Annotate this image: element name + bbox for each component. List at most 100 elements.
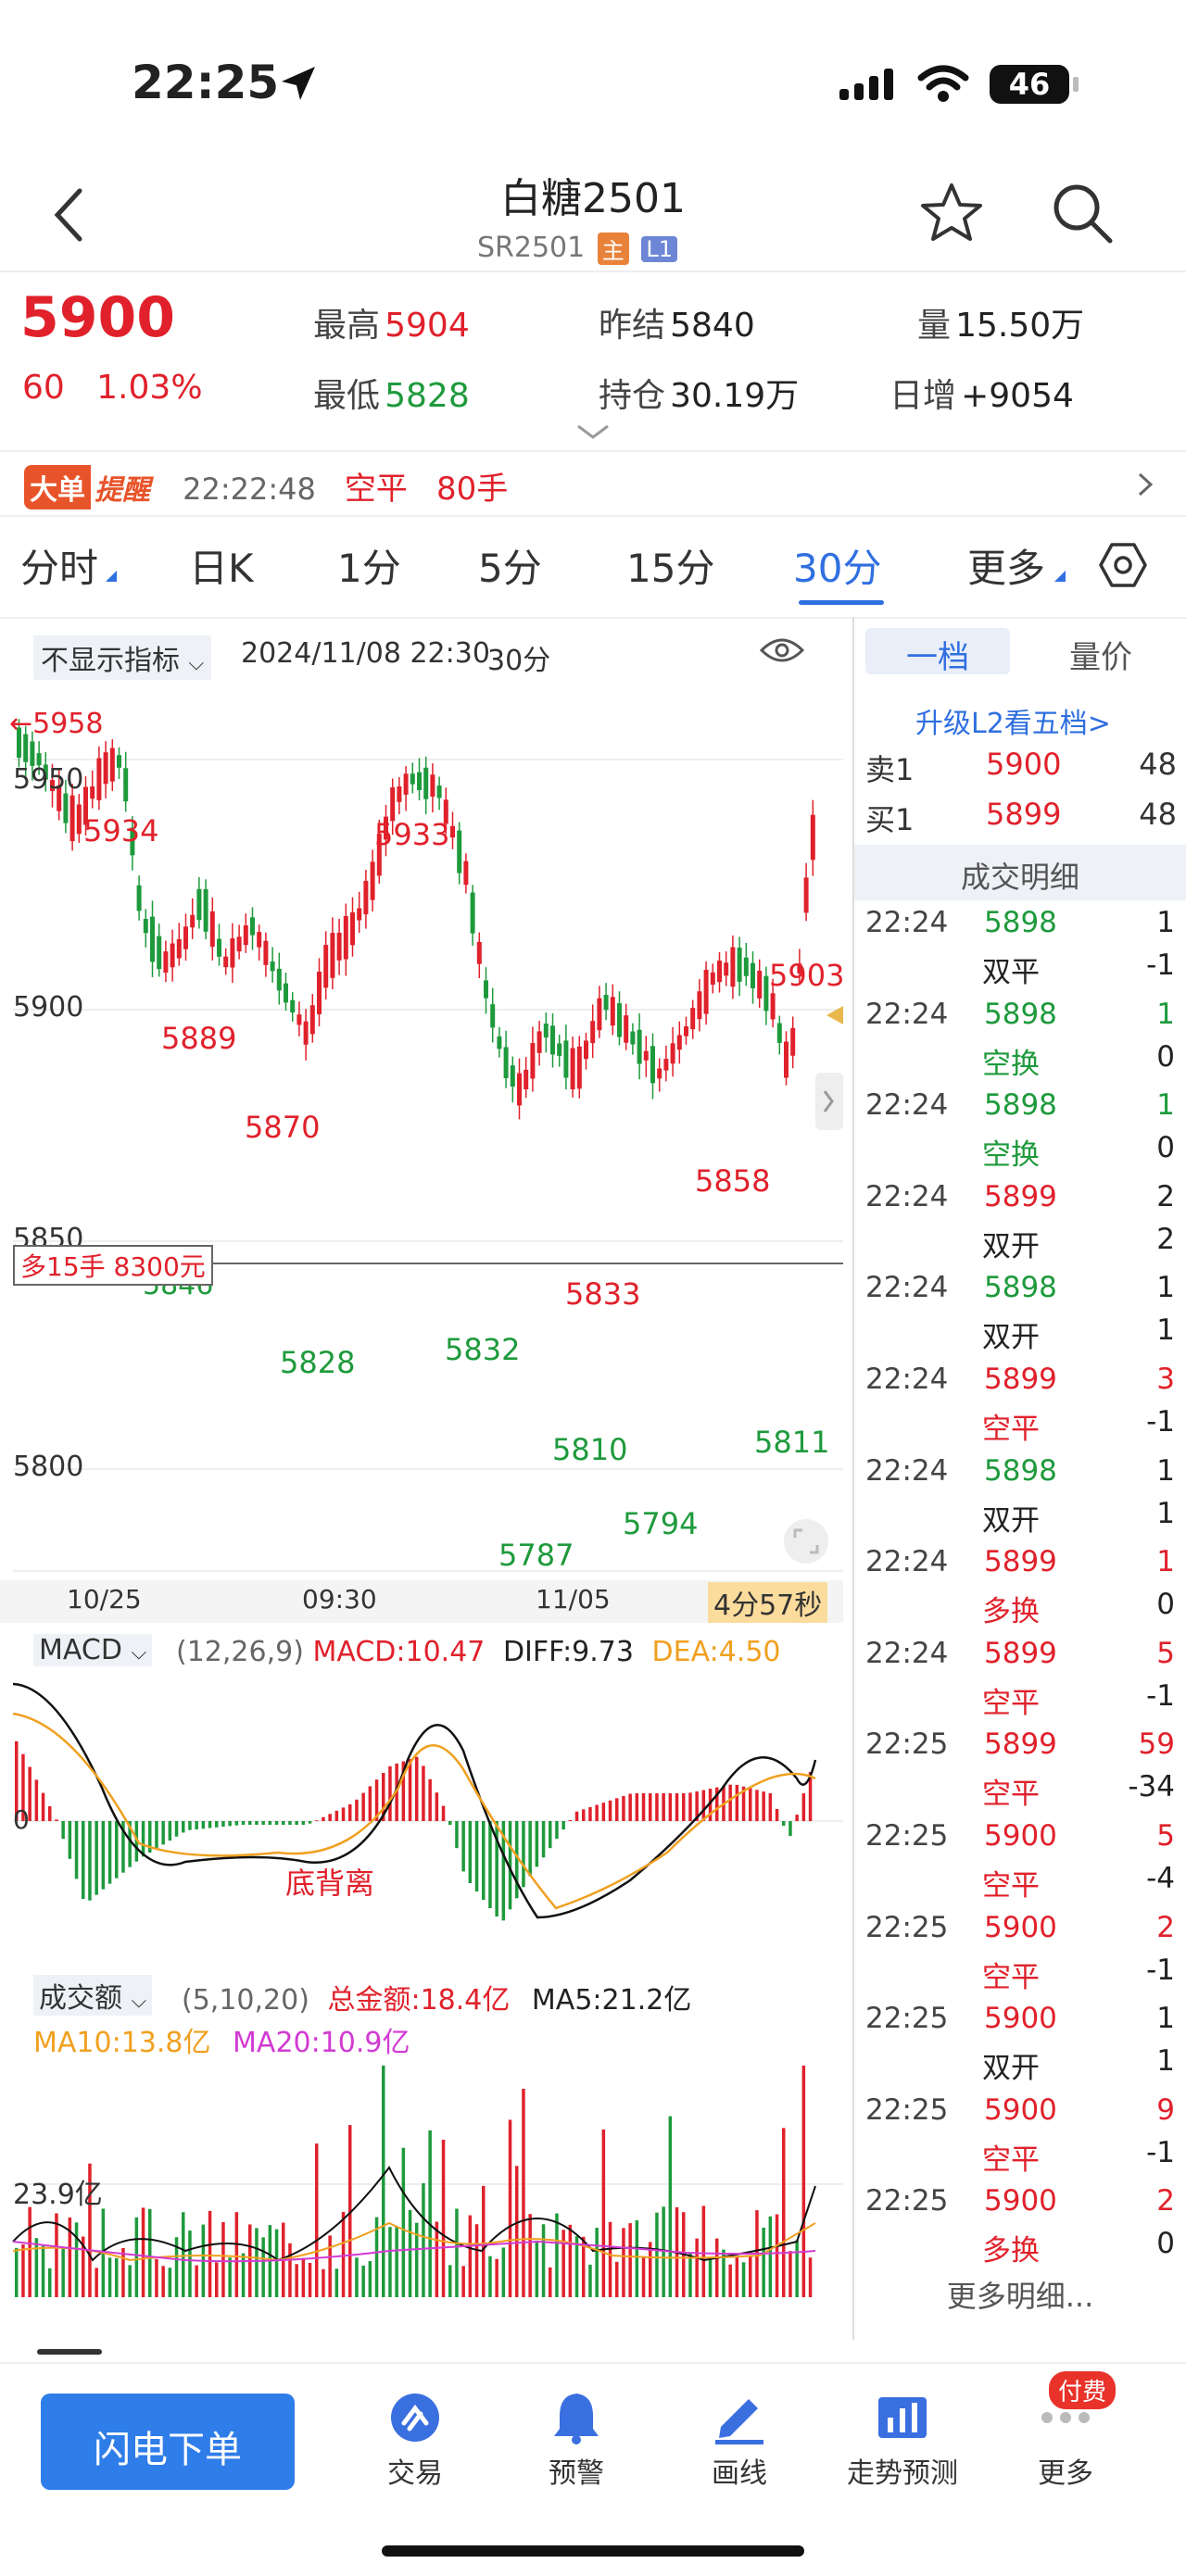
turnover-values: (5,10,20) 总金额:18.4亿 MA5:21.2亿 [182, 1977, 691, 2017]
macd-chart[interactable] [0, 1677, 852, 1954]
big-order-alert[interactable]: 大单 提醒 22:22:48 空平 80手 [24, 463, 508, 509]
trade-price: 5898 [984, 906, 1057, 939]
trade-row: 22:24 5899 2 双开 2 [854, 1178, 1186, 1269]
ask-qty: 48 [1139, 747, 1177, 782]
draw-line-icon[interactable] [712, 2390, 767, 2445]
panel-toggle-tab[interactable] [815, 1073, 843, 1130]
candle-body [576, 1046, 582, 1089]
tab-fenshi[interactable]: 分时 [20, 546, 99, 591]
trend-forecast-icon[interactable] [875, 2390, 930, 2445]
dea-value: DEA:4.50 [651, 1636, 781, 1668]
candle-body [770, 993, 776, 1020]
candle-body [190, 914, 196, 928]
turnover-bar [107, 2257, 112, 2297]
macd-bar [308, 1821, 312, 1824]
nav-draw[interactable]: 画线 [712, 2457, 767, 2490]
turnover-bar [234, 2212, 239, 2297]
candle-body [710, 972, 715, 986]
trade-qty: 1 [1156, 2002, 1175, 2036]
trade-type: 双开 [982, 2052, 1040, 2086]
tab-5min[interactable]: 5分 [478, 546, 542, 591]
candle-body [490, 1004, 496, 1028]
macd-bar [488, 1821, 492, 1908]
expand-chevron-icon[interactable] [574, 422, 612, 441]
candle-body [476, 941, 482, 964]
trade-time: 22:24 [865, 1271, 949, 1305]
upgrade-l2-link[interactable]: 升级L2看五档> [915, 708, 1111, 740]
chevron-right-icon[interactable] [1136, 471, 1154, 498]
tab-30min[interactable]: 30分 [793, 546, 882, 591]
bell-icon[interactable] [550, 2390, 602, 2445]
tab-price-volume[interactable]: 量价 [1069, 639, 1132, 676]
candle-body [776, 1023, 782, 1043]
turnover-bar [28, 2206, 32, 2297]
candlestick-chart[interactable] [0, 685, 852, 1621]
tab-15min[interactable]: 15分 [626, 546, 715, 591]
macd-bar [28, 1766, 32, 1821]
candle-body [276, 968, 282, 991]
panel-divider [852, 617, 854, 2340]
more-dots-icon[interactable] [1038, 2399, 1093, 2436]
order-position-box[interactable]: 多15手 8300元 [13, 1245, 213, 1286]
trade-time: 22:24 [865, 1179, 949, 1213]
turnover-dropdown[interactable]: 成交额 ⌵ [33, 1975, 153, 2016]
trade-row: 22:25 5900 2 空平 -1 [854, 1909, 1186, 2000]
trade-type: 空平 [982, 1686, 1040, 1720]
trade-qty: 5 [1156, 1819, 1175, 1853]
turnover-chart[interactable] [0, 2056, 852, 2306]
turnover-bar [782, 2128, 786, 2297]
candle-body [23, 734, 29, 762]
trade-qty: 59 [1138, 1728, 1175, 1762]
tab-level1[interactable]: 一档 [865, 628, 1010, 676]
macd-dropdown[interactable]: MACD ⌵ [33, 1634, 153, 1666]
macd-bar [322, 1816, 325, 1821]
quick-order-button[interactable]: 闪电下单 [41, 2394, 295, 2490]
candle-body [96, 758, 102, 800]
search-icon[interactable] [1051, 182, 1116, 246]
tab-daily-k[interactable]: 日K [189, 546, 254, 591]
trade-icon[interactable] [387, 2390, 443, 2445]
candle-body [797, 963, 802, 974]
last-price-marker [826, 1006, 843, 1024]
indicator-dropdown[interactable]: 不显示指标 ⌵ [33, 635, 212, 680]
star-icon[interactable] [919, 182, 984, 243]
macd-bar [588, 1806, 592, 1821]
macd-bar [82, 1821, 85, 1899]
turnover-bar [795, 2240, 799, 2297]
macd-bar [121, 1821, 125, 1873]
turnover-bar [582, 2236, 586, 2297]
macd-bar [508, 1821, 512, 1910]
nav-trade[interactable]: 交易 [387, 2457, 443, 2490]
turnover-bar [455, 2208, 459, 2297]
nav-more[interactable]: 更多 [1038, 2457, 1093, 2490]
fullscreen-button[interactable] [784, 1519, 828, 1564]
settings-hexagon-icon[interactable] [1099, 541, 1147, 589]
macd-bar [728, 1784, 732, 1821]
wifi-icon [917, 65, 969, 102]
macd-bar [515, 1821, 519, 1899]
nav-alert[interactable]: 预警 [549, 2457, 604, 2490]
macd-bar [248, 1821, 252, 1825]
low-label: 最低 [313, 377, 381, 415]
candle-body [236, 936, 242, 952]
tab-more[interactable]: 更多 [967, 546, 1046, 591]
main-contract-badge: 主 [597, 232, 629, 265]
macd-bar [48, 1806, 52, 1821]
candle-body [563, 1040, 569, 1078]
ask-label: 卖1 [865, 752, 915, 787]
back-chevron-icon[interactable] [52, 187, 85, 243]
macd-bar [408, 1759, 412, 1821]
trade-qty: 2 [1156, 1910, 1175, 1944]
trade-oi-change: 1 [1156, 2044, 1175, 2079]
more-trades-link[interactable]: 更多明细... [946, 2279, 1094, 2314]
macd-bar [128, 1821, 132, 1867]
tab-caret-icon [1054, 571, 1066, 582]
eye-icon[interactable] [760, 635, 804, 665]
nav-forecast[interactable]: 走势预测 [847, 2457, 958, 2490]
alert-time: 22:22:48 [183, 471, 316, 507]
dea-line [12, 1712, 816, 1910]
page-title: 白糖2501 [500, 175, 686, 222]
tab-1min[interactable]: 1分 [337, 546, 401, 591]
hidden-subtabs [0, 2325, 1186, 2362]
ma10-line [12, 2221, 816, 2262]
